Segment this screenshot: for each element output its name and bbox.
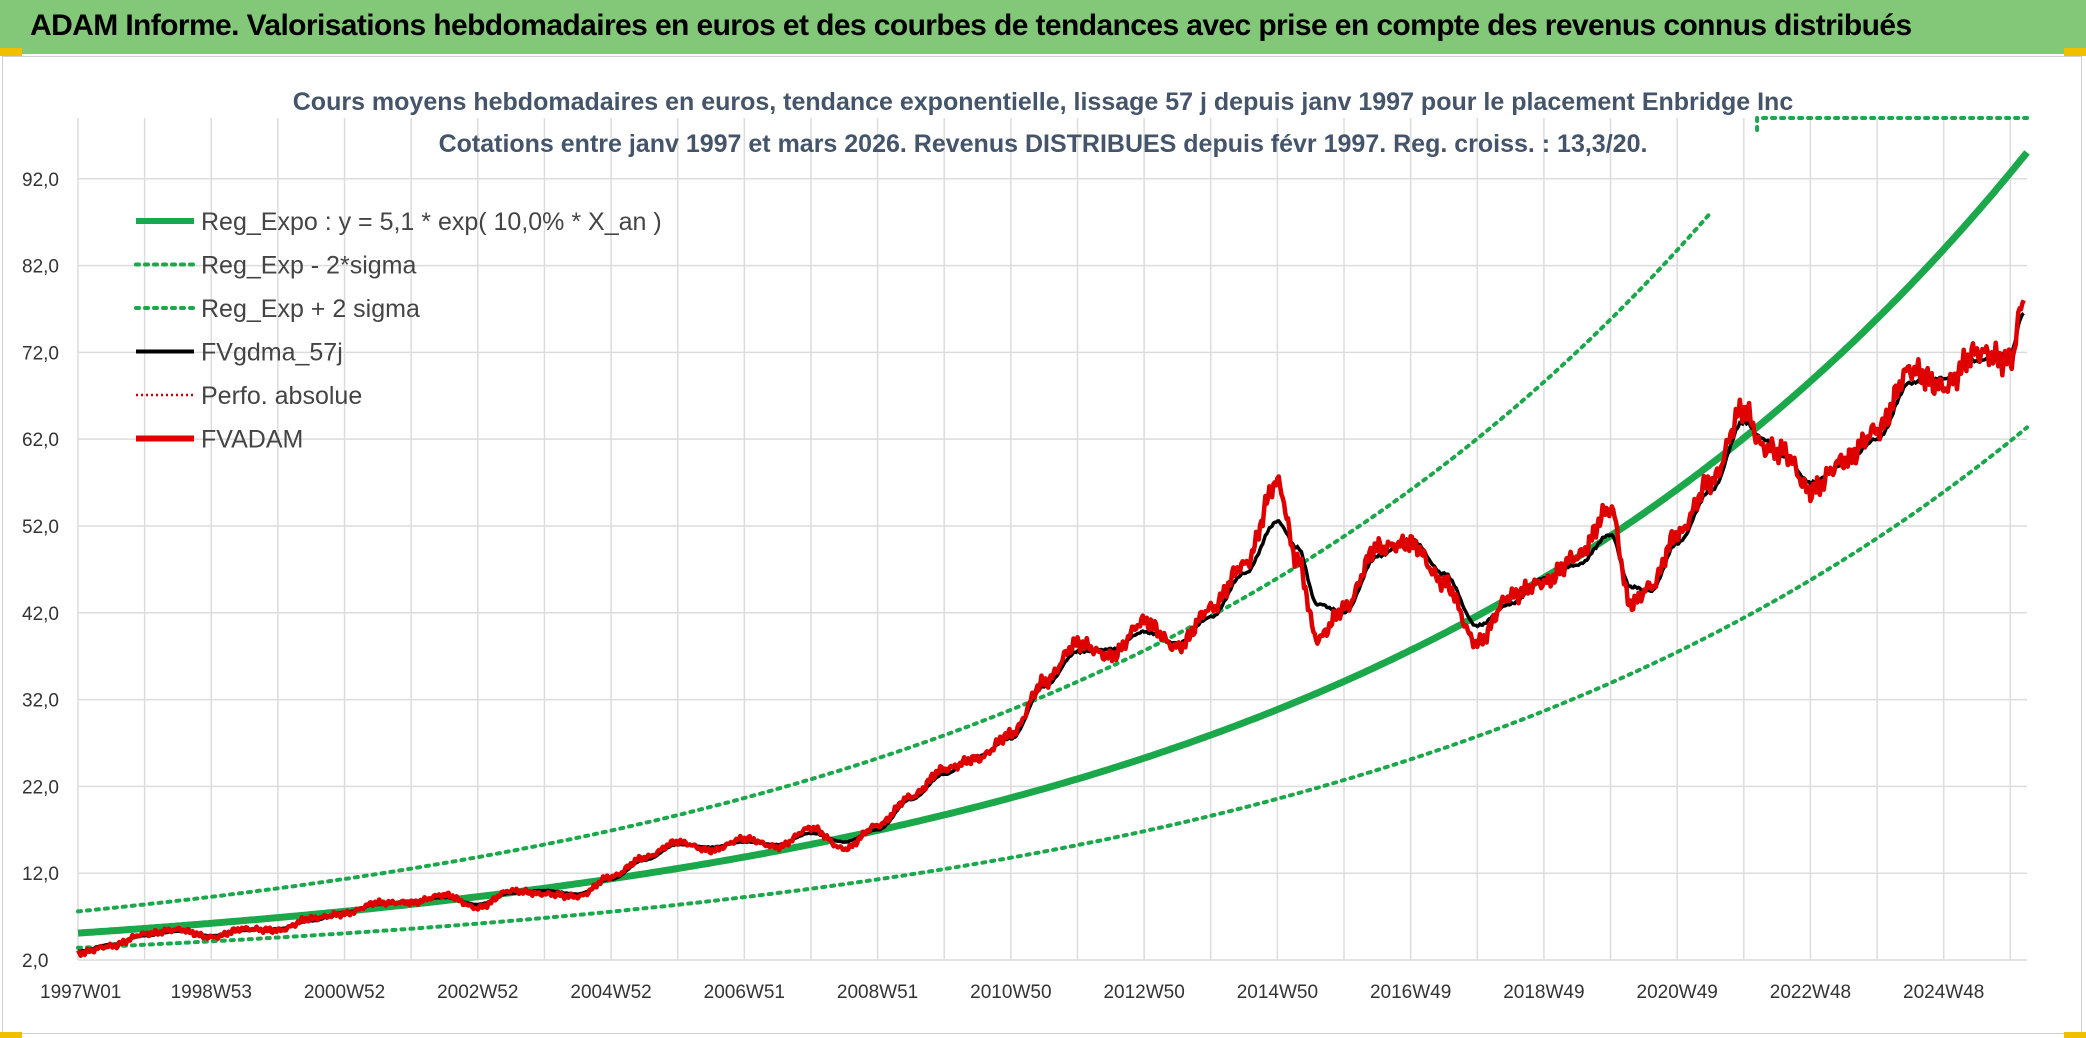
y-tick-label: 42,0 (22, 604, 59, 625)
y-tick-label: 22,0 (22, 777, 59, 798)
x-tick-label: 2006W51 (704, 982, 785, 1003)
series-reg-exp-plus-2sigma (76, 210, 1713, 914)
chart-grid (77, 118, 2027, 961)
legend-label: FVADAM (201, 426, 303, 454)
y-tick-label: 72,0 (22, 343, 59, 364)
series-perfo-absolue (77, 300, 2025, 958)
legend-label: Perfo. absolue (201, 382, 362, 410)
x-tick-label: 2002W52 (437, 982, 518, 1003)
y-tick-label: 62,0 (22, 430, 59, 451)
series-fvadam (76, 299, 2026, 958)
x-tick-label: 2016W49 (1370, 982, 1451, 1003)
x-tick-label: 2020W49 (1637, 982, 1718, 1003)
x-tick-label: 2022W48 (1770, 982, 1851, 1003)
header-accent-right (2064, 48, 2086, 56)
y-tick-label: 2,0 (22, 951, 48, 972)
chart-title-line2: Cotations entre janv 1997 et mars 2026. … (439, 130, 1648, 158)
axis-labels: 2,0 12,0 22,0 32,0 42,0 52,0 62,0 72,0 82,0 92,0 1… (22, 170, 1984, 1003)
y-tick-label: 92,0 (22, 170, 59, 191)
legend-label: Reg_Exp - 2*sigma (201, 252, 416, 280)
y-tick-label: 12,0 (22, 864, 59, 885)
series-fvgdma-57j (77, 311, 2025, 954)
chart-legend: Reg_Expo : y = 5,1 * exp( 10,0% * X_an )… (134, 208, 662, 454)
y-tick-label: 52,0 (22, 517, 59, 538)
chart-frame (2, 56, 2082, 1034)
x-tick-label: 2000W52 (304, 982, 385, 1003)
x-tick-label: 2010W50 (970, 982, 1051, 1003)
x-tick-label: 2012W50 (1103, 982, 1184, 1003)
series-reg-exp-plus-2sigma-cap (1755, 116, 2029, 132)
series-reg-exp-minus-2sigma (76, 425, 2029, 950)
legend-label: Reg_Exp + 2 sigma (201, 295, 420, 323)
x-tick-label: 2024W48 (1903, 982, 1984, 1003)
report-header: ADAM Informe. Valorisations hebdomadaire… (0, 0, 2086, 56)
x-tick-label: 1997W01 (40, 982, 121, 1003)
x-tick-label: 2018W49 (1503, 982, 1584, 1003)
chart-title-line1: Cours moyens hebdomadaires en euros, ten… (293, 88, 1794, 116)
x-tick-label: 1998W53 (171, 982, 252, 1003)
footer-accent-left (0, 1032, 22, 1038)
legend-label: Reg_Expo : y = 5,1 * exp( 10,0% * X_an ) (201, 208, 662, 236)
chart-series (76, 116, 2030, 958)
series-reg-expo (77, 150, 2030, 937)
y-tick-label: 32,0 (22, 691, 59, 712)
report-title: ADAM Informe. Valorisations hebdomadaire… (30, 9, 1912, 42)
header-accent-left (0, 48, 22, 56)
footer-accent-right (2064, 1032, 2086, 1038)
x-tick-label: 2008W51 (837, 982, 918, 1003)
x-tick-label: 2014W50 (1237, 982, 1318, 1003)
x-tick-label: 2004W52 (570, 982, 651, 1003)
y-tick-label: 82,0 (22, 257, 59, 278)
legend-label: FVgdma_57j (201, 339, 343, 367)
